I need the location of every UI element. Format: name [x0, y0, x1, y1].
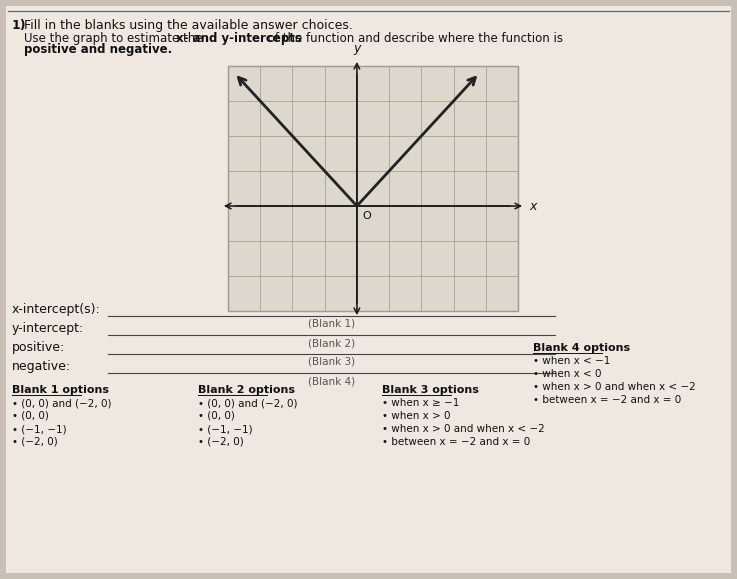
Text: • when x > 0 and when x < −2: • when x > 0 and when x < −2 [533, 382, 696, 392]
Text: (Blank 1): (Blank 1) [308, 319, 355, 329]
Text: y-intercept:: y-intercept: [12, 322, 84, 335]
Text: negative:: negative: [12, 360, 71, 373]
Text: • when x < −1: • when x < −1 [533, 356, 610, 366]
Text: • (0, 0) and (−2, 0): • (0, 0) and (−2, 0) [12, 398, 111, 408]
Text: • (0, 0): • (0, 0) [198, 411, 235, 421]
Text: Blank 2 options: Blank 2 options [198, 385, 295, 395]
Text: of the function and describe where the function is: of the function and describe where the f… [264, 32, 563, 45]
Text: positive and negative.: positive and negative. [24, 43, 172, 56]
Text: (Blank 3): (Blank 3) [308, 357, 355, 367]
Text: • (−1, −1): • (−1, −1) [12, 424, 66, 434]
Text: • (0, 0) and (−2, 0): • (0, 0) and (−2, 0) [198, 398, 298, 408]
Text: Blank 4 options: Blank 4 options [533, 343, 630, 353]
Text: y: y [353, 42, 360, 55]
Text: Blank 3 options: Blank 3 options [382, 385, 479, 395]
Text: • when x > 0 and when x < −2: • when x > 0 and when x < −2 [382, 424, 545, 434]
Text: • between x = −2 and x = 0: • between x = −2 and x = 0 [533, 395, 681, 405]
Bar [228, 66, 518, 311]
Text: • (−2, 0): • (−2, 0) [12, 437, 57, 447]
Text: • (0, 0): • (0, 0) [12, 411, 49, 421]
Text: x- and y-intercepts: x- and y-intercepts [176, 32, 302, 45]
Text: (Blank 2): (Blank 2) [308, 338, 355, 348]
Text: • between x = −2 and x = 0: • between x = −2 and x = 0 [382, 437, 530, 447]
Text: • when x ≥ −1: • when x ≥ −1 [382, 398, 459, 408]
Text: (Blank 4): (Blank 4) [308, 376, 355, 386]
Text: x-intercept(s):: x-intercept(s): [12, 303, 101, 316]
Text: x: x [529, 200, 537, 212]
Text: • when x < 0: • when x < 0 [533, 369, 601, 379]
Text: positive:: positive: [12, 341, 66, 354]
Text: O: O [362, 211, 371, 221]
Text: Use the graph to estimate the: Use the graph to estimate the [24, 32, 206, 45]
Text: • when x > 0: • when x > 0 [382, 411, 450, 421]
Text: Fill in the blanks using the available answer choices.: Fill in the blanks using the available a… [24, 19, 353, 32]
Text: • (−1, −1): • (−1, −1) [198, 424, 253, 434]
Text: 1): 1) [12, 19, 27, 32]
Text: • (−2, 0): • (−2, 0) [198, 437, 244, 447]
Text: Blank 1 options: Blank 1 options [12, 385, 109, 395]
